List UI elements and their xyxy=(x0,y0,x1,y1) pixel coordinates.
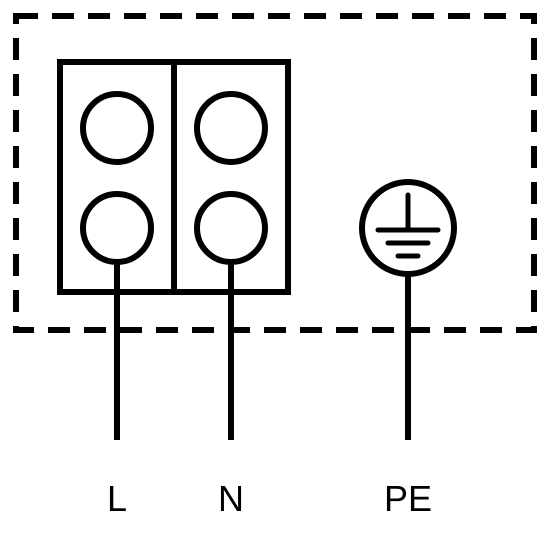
label-L: L xyxy=(107,478,127,520)
terminal-hole xyxy=(197,194,265,262)
terminal-hole xyxy=(83,194,151,262)
wiring-diagram xyxy=(0,0,550,550)
label-PE: PE xyxy=(384,478,432,520)
label-N: N xyxy=(218,478,244,520)
terminal-hole xyxy=(83,94,151,162)
terminal-hole xyxy=(197,94,265,162)
